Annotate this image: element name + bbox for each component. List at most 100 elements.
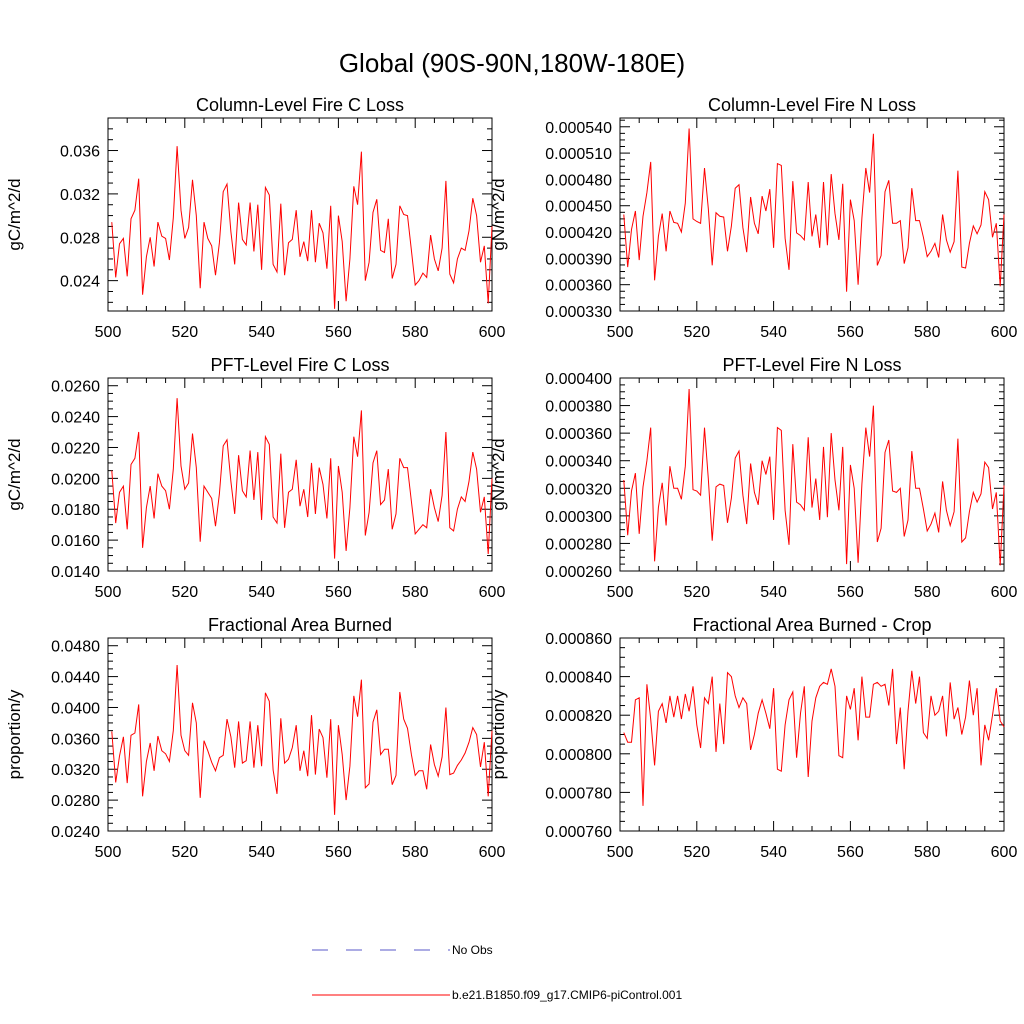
y-axis-label: gN/m^2/d [489, 438, 508, 510]
x-tick-label: 540 [248, 844, 275, 861]
x-tick-label: 600 [991, 324, 1018, 341]
y-tick-label: 0.000450 [545, 199, 612, 216]
series-line [623, 668, 1005, 806]
y-tick-label: 0.000380 [545, 399, 612, 416]
plot-frame [107, 377, 493, 572]
x-tick-label: 560 [837, 844, 864, 861]
y-tick-label: 0.000540 [545, 120, 612, 137]
x-tick-label: 500 [607, 584, 634, 601]
x-tick-label: 600 [991, 844, 1018, 861]
y-tick-label: 0.000820 [545, 708, 612, 725]
legend: No Obs b.e21.B1850.f09_g17.CMIP6-piContr… [312, 943, 682, 1002]
x-tick-label: 580 [402, 584, 429, 601]
panel-title: Column-Level Fire C Loss [196, 95, 404, 115]
x-tick-label: 580 [914, 844, 941, 861]
y-tick-label: 0.000800 [545, 747, 612, 764]
y-tick-label: 0.000300 [545, 509, 612, 526]
series-line [111, 398, 493, 559]
y-tick-label: 0.000840 [545, 670, 612, 687]
series-line [623, 388, 1005, 566]
x-tick-label: 560 [837, 584, 864, 601]
y-tick-label: 0.0140 [51, 564, 100, 581]
y-tick-label: 0.000320 [545, 481, 612, 498]
panel-3: 500 520 540 560 580 600 0.0140 0.0160 0.0180 0.02… [5, 355, 505, 601]
x-tick-label: 520 [171, 844, 198, 861]
y-axis-label: gC/m^2/d [5, 178, 24, 250]
x-tick-label: 500 [607, 324, 634, 341]
panel-title: PFT-Level Fire C Loss [210, 355, 389, 375]
x-tick-label: 540 [760, 844, 787, 861]
legend-model-label: b.e21.B1850.f09_g17.CMIP6-piControl.001 [452, 988, 682, 1002]
y-tick-label: 0.0400 [51, 700, 100, 717]
x-tick-label: 600 [991, 584, 1018, 601]
x-tick-label: 500 [95, 324, 122, 341]
x-tick-label: 560 [325, 844, 352, 861]
x-tick-label: 600 [479, 324, 506, 341]
x-tick-label: 540 [248, 324, 275, 341]
panel-5: 500 520 540 560 580 600 0.0240 0.0280 0.0320 0.03… [5, 615, 505, 861]
y-tick-label: 0.0240 [51, 410, 100, 427]
y-tick-label: 0.028 [60, 230, 100, 247]
y-tick-label: 0.0200 [51, 471, 100, 488]
x-tick-label: 600 [479, 584, 506, 601]
x-tick-label: 580 [914, 584, 941, 601]
plot-frame [107, 117, 493, 312]
y-tick-label: 0.024 [60, 274, 100, 291]
y-tick-label: 0.000780 [545, 785, 612, 802]
series-line [111, 146, 493, 309]
x-tick-label: 500 [95, 844, 122, 861]
x-tick-label: 520 [683, 844, 710, 861]
panel-4: 500 520 540 560 580 600 0.000260 0.000280 0.0003… [489, 355, 1017, 601]
x-tick-label: 500 [95, 584, 122, 601]
y-tick-label: 0.000340 [545, 454, 612, 471]
y-axis-label: gC/m^2/d [5, 438, 24, 510]
series-line [111, 664, 493, 815]
figure-title: Global (90S-90N,180W-180E) [339, 48, 685, 78]
y-tick-label: 0.032 [60, 187, 100, 204]
x-tick-label: 560 [325, 584, 352, 601]
panel-2: 500 520 540 560 580 600 0.000330 0.000360 0.0003… [489, 95, 1017, 341]
x-tick-label: 540 [760, 324, 787, 341]
y-tick-label: 0.0320 [51, 762, 100, 779]
x-tick-label: 580 [402, 324, 429, 341]
y-tick-label: 0.000360 [545, 426, 612, 443]
panel-title: Fractional Area Burned - Crop [692, 615, 931, 635]
y-axis-label: proportion/y [489, 689, 508, 779]
x-tick-label: 600 [479, 844, 506, 861]
series-line [623, 128, 1005, 292]
x-tick-label: 520 [683, 584, 710, 601]
panel-1: 500 520 540 560 580 600 0.024 0.028 0.032 0.036 Co… [5, 95, 505, 341]
y-tick-label: 0.0280 [51, 793, 100, 810]
x-tick-label: 540 [248, 584, 275, 601]
y-axis-label: gN/m^2/d [489, 178, 508, 250]
plot-frame [107, 637, 493, 832]
x-tick-label: 580 [402, 844, 429, 861]
y-tick-label: 0.0160 [51, 533, 100, 550]
x-tick-label: 560 [837, 324, 864, 341]
panel-title: Column-Level Fire N Loss [708, 95, 916, 115]
y-tick-label: 0.000480 [545, 172, 612, 189]
x-tick-label: 520 [171, 324, 198, 341]
y-tick-label: 0.000280 [545, 536, 612, 553]
y-axis-label: proportion/y [5, 689, 24, 779]
y-tick-label: 0.0440 [51, 670, 100, 687]
legend-obs-label: No Obs [452, 943, 493, 957]
panel-title: Fractional Area Burned [208, 615, 392, 635]
x-tick-label: 520 [683, 324, 710, 341]
y-tick-label: 0.0180 [51, 502, 100, 519]
x-tick-label: 500 [607, 844, 634, 861]
plot-frame [619, 117, 1005, 312]
x-tick-label: 540 [760, 584, 787, 601]
plot-frame [619, 377, 1005, 572]
y-tick-label: 0.0240 [51, 824, 100, 841]
y-tick-label: 0.000510 [545, 146, 612, 163]
y-tick-label: 0.000390 [545, 251, 612, 268]
y-tick-label: 0.0360 [51, 731, 100, 748]
y-tick-label: 0.000860 [545, 631, 612, 648]
y-tick-label: 0.000420 [545, 225, 612, 242]
y-tick-label: 0.0220 [51, 440, 100, 457]
y-tick-label: 0.036 [60, 144, 100, 161]
panel-6: 500 520 540 560 580 600 0.000760 0.000780 0.0008… [489, 615, 1017, 861]
y-tick-label: 0.0480 [51, 639, 100, 656]
